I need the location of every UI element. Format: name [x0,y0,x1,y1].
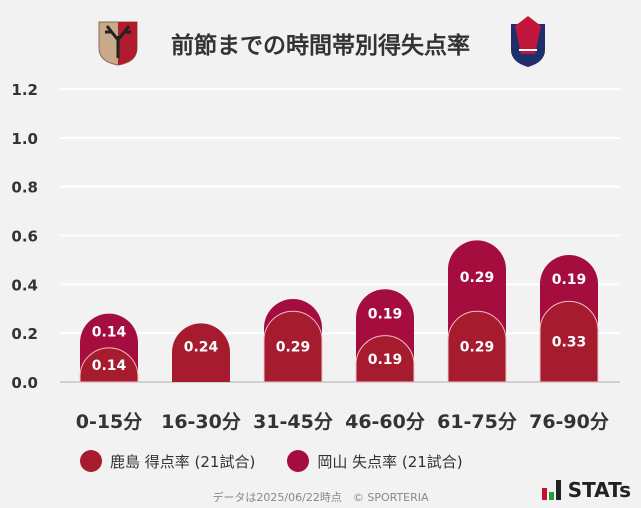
x-tick-label: 31-45分 [253,411,333,433]
data-label-kashima: 0.29 [276,340,311,356]
y-tick-label: 0.2 [11,325,38,343]
y-tick-label: 0.0 [11,374,38,392]
y-tick-label: 0.4 [11,276,38,294]
y-tick-label: 0.8 [11,179,38,197]
footer-note: データは2025/06/22時点 © SPORTERIA [212,491,429,504]
data-label-okayama: 0.14 [92,325,127,341]
data-label-okayama: 0.29 [460,270,495,286]
x-tick-label: 46-60分 [345,411,425,433]
x-tick-label: 0-15分 [76,411,143,433]
bar-kashima [79,347,139,383]
bar-kashima [263,310,323,383]
stats-bars-icon [541,480,561,500]
data-label-kashima: 0.19 [368,352,403,368]
data-label-okayama: 0.19 [368,306,403,322]
y-tick-label: 1.0 [11,130,38,148]
x-tick-label: 61-75分 [437,411,517,433]
stats-brand: STATs [567,478,631,502]
legend-item-kashima[interactable]: 鹿島 得点率 (21試合) [80,450,255,472]
x-tick-label: 16-30分 [161,411,241,433]
legend-label: 岡山 失点率 (21試合) [317,452,463,471]
bar-kashima [355,335,415,383]
okayama-logo [505,14,551,72]
legend-swatch [287,450,310,472]
x-tick-label: 76-90分 [529,411,609,433]
y-tick-label: 0.6 [11,228,38,246]
legend-item-okayama[interactable]: 岡山 失点率 (21試合) [287,450,463,472]
data-label-kashima: 0.29 [460,340,495,356]
bar-kashima [172,323,230,382]
data-label-kashima: 0.33 [552,335,587,351]
data-label-kashima: 0.14 [92,358,127,374]
chart-title: 前節までの時間帯別得失点率 [171,33,470,59]
bar-kashima [539,301,599,383]
legend-swatch [80,450,102,472]
data-label-kashima: 0.24 [184,339,219,355]
kashima-logo [95,18,141,70]
stats-logo: STATs [541,478,631,502]
y-tick-label: 1.2 [11,81,38,99]
legend: 鹿島 得点率 (21試合) 岡山 失点率 (21試合) [80,450,463,472]
bar-kashima [447,310,507,383]
data-label-okayama: 0.19 [552,272,587,288]
bar-chart: 0.0 0.2 0.4 0.6 0.8 1.0 1.2 0.14 0.14 0-15分 0.24 16… [11,81,620,433]
legend-label: 鹿島 得点率 (21試合) [110,452,256,471]
